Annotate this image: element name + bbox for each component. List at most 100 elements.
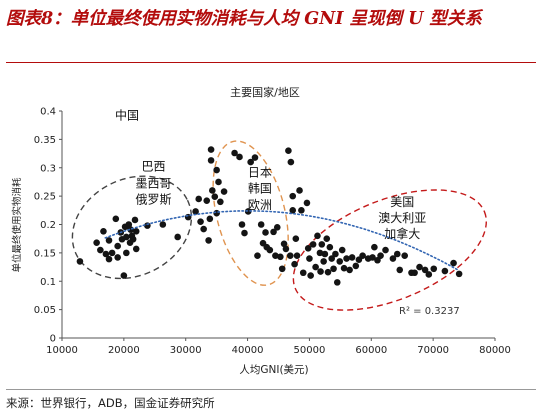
- data-point: [304, 245, 312, 252]
- data-point: [382, 246, 389, 254]
- data-point: [309, 241, 317, 248]
- data-point: [416, 263, 423, 271]
- data-point: [123, 249, 130, 257]
- annotation-label: 墨西哥: [136, 177, 172, 191]
- figure-title: 图表8：单位最终使用实物消耗与人均 GNI 呈现倒 U 型关系: [6, 9, 482, 29]
- data-point: [450, 259, 457, 267]
- data-point: [352, 262, 360, 270]
- group-ellipse-gray: [71, 175, 193, 280]
- data-point: [93, 239, 100, 246]
- y-axis-label: 单位最终使用实物消耗: [11, 177, 23, 273]
- data-point: [207, 146, 215, 153]
- data-point: [293, 252, 301, 260]
- data-point: [220, 188, 228, 195]
- x-tick-label: 10000: [46, 345, 78, 356]
- data-point: [123, 233, 130, 241]
- data-point: [396, 266, 404, 274]
- data-point: [326, 243, 334, 251]
- data-point: [377, 252, 384, 260]
- data-point: [320, 258, 327, 265]
- annotation-label: 美国: [390, 195, 414, 209]
- data-point: [338, 246, 346, 254]
- data-point: [411, 269, 418, 277]
- data-point: [312, 263, 319, 271]
- data-point: [76, 258, 84, 265]
- data-point: [393, 250, 401, 258]
- data-point: [206, 215, 214, 223]
- data-point: [291, 260, 298, 268]
- data-point: [441, 267, 449, 275]
- data-point: [203, 197, 211, 204]
- title-rule: [6, 62, 536, 63]
- data-point: [266, 246, 274, 254]
- data-point: [129, 235, 137, 243]
- data-point: [272, 252, 279, 260]
- chart-title: 主要国家/地区: [230, 85, 300, 99]
- data-point: [306, 255, 313, 262]
- data-point: [332, 250, 339, 258]
- data-point: [285, 147, 292, 155]
- data-point: [132, 228, 140, 235]
- data-point: [401, 252, 408, 260]
- data-points: [76, 146, 463, 286]
- data-point: [289, 207, 297, 214]
- data-point: [251, 154, 259, 161]
- annotation-label: 巴西: [142, 160, 166, 174]
- data-point: [231, 149, 238, 157]
- data-point: [421, 266, 429, 274]
- data-point: [303, 199, 311, 207]
- data-point: [159, 221, 167, 228]
- data-point: [324, 268, 332, 276]
- data-point: [257, 221, 265, 228]
- data-point: [321, 250, 329, 258]
- data-point: [270, 228, 277, 236]
- annotation-label: 中国: [115, 108, 139, 123]
- y-tick-label: 0.1: [40, 277, 56, 288]
- data-point: [282, 245, 290, 253]
- data-point: [317, 268, 324, 275]
- y-tick-label: 0.2: [40, 220, 56, 231]
- data-point: [105, 255, 113, 263]
- x-tick-label: 20000: [108, 345, 140, 356]
- data-point: [247, 158, 254, 166]
- data-point: [333, 279, 341, 286]
- data-point: [328, 255, 335, 262]
- group-ellipses: [71, 140, 488, 311]
- data-point: [217, 198, 224, 206]
- data-point: [330, 265, 337, 273]
- x-tick-label: 70000: [417, 345, 449, 356]
- annotation-label: 澳大利亚: [378, 211, 426, 225]
- data-point: [105, 237, 113, 244]
- data-point: [205, 237, 212, 244]
- data-point: [316, 249, 324, 257]
- x-axis-label: 人均GNI(美元): [239, 363, 308, 376]
- data-point: [102, 250, 110, 258]
- x-tick-label: 50000: [294, 345, 326, 356]
- trendline-curve: [104, 210, 459, 271]
- annotation-label: 日本: [248, 165, 272, 179]
- group-ellipse-red: [292, 189, 488, 311]
- data-point: [211, 193, 219, 200]
- data-point: [340, 264, 348, 272]
- data-point: [200, 225, 207, 233]
- data-point: [425, 271, 433, 278]
- data-point: [318, 241, 326, 248]
- data-point: [314, 232, 321, 240]
- data-point: [114, 254, 121, 261]
- data-point: [174, 233, 181, 241]
- data-point: [125, 221, 133, 228]
- y-tick-label: 0.3: [40, 163, 56, 174]
- data-point: [346, 266, 353, 274]
- data-point: [348, 254, 356, 261]
- data-point: [298, 207, 305, 214]
- data-point: [120, 272, 128, 279]
- data-point: [244, 208, 252, 215]
- data-point: [236, 153, 243, 161]
- y-tick-label: 0.05: [34, 305, 56, 316]
- data-point: [254, 252, 261, 260]
- data-point: [287, 158, 295, 166]
- data-point: [292, 235, 300, 242]
- source-note: 来源：世界银行，ADB，国金证券研究所: [6, 396, 215, 410]
- annotation-label: 俄罗斯: [136, 193, 172, 207]
- data-point: [197, 218, 204, 225]
